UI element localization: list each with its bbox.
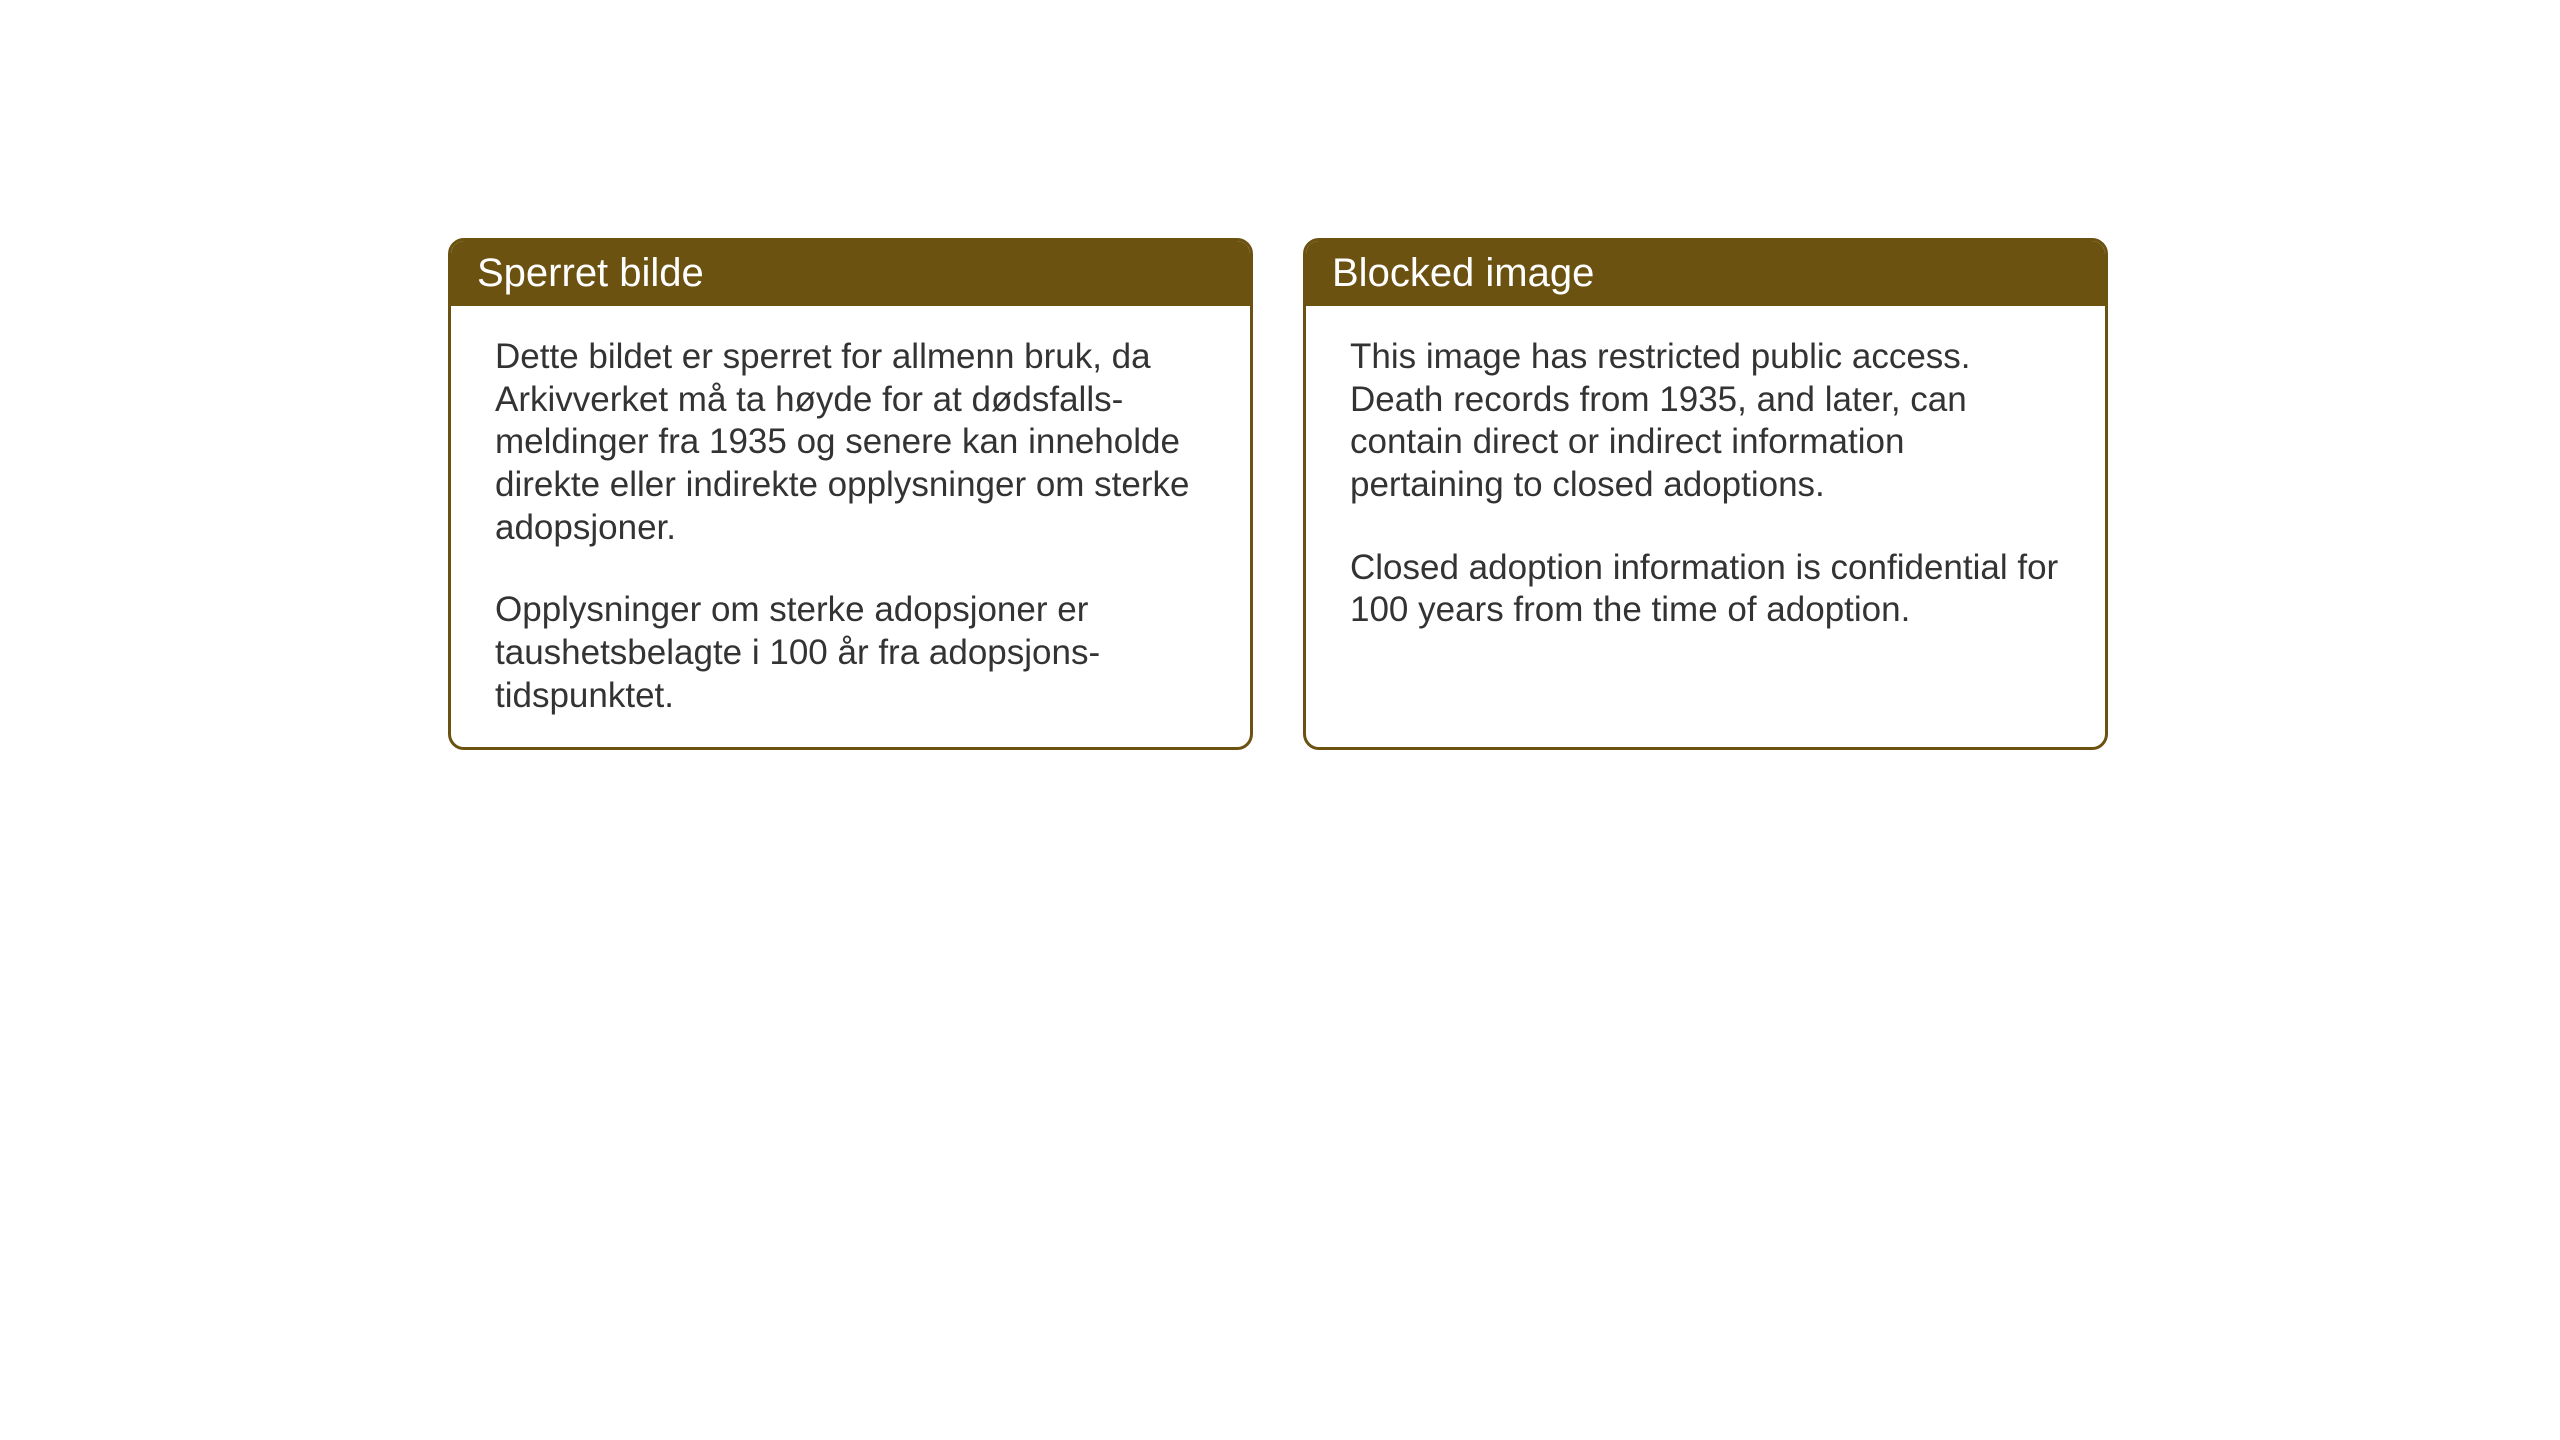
card-paragraph1-norwegian: Dette bildet er sperret for allmenn bruk… (495, 336, 1206, 549)
card-paragraph2-norwegian: Opplysninger om sterke adopsjoner er tau… (495, 589, 1206, 717)
notices-container: Sperret bilde Dette bildet er sperret fo… (448, 238, 2108, 750)
card-title-norwegian: Sperret bilde (477, 251, 704, 295)
card-body-english: This image has restricted public access.… (1306, 306, 2105, 662)
notice-card-english: Blocked image This image has restricted … (1303, 238, 2108, 750)
card-paragraph1-english: This image has restricted public access.… (1350, 336, 2061, 507)
card-paragraph2-english: Closed adoption information is confident… (1350, 547, 2061, 632)
card-header-norwegian: Sperret bilde (451, 241, 1250, 306)
notice-card-norwegian: Sperret bilde Dette bildet er sperret fo… (448, 238, 1253, 750)
card-title-english: Blocked image (1332, 251, 1594, 295)
card-body-norwegian: Dette bildet er sperret for allmenn bruk… (451, 306, 1250, 748)
card-header-english: Blocked image (1306, 241, 2105, 306)
